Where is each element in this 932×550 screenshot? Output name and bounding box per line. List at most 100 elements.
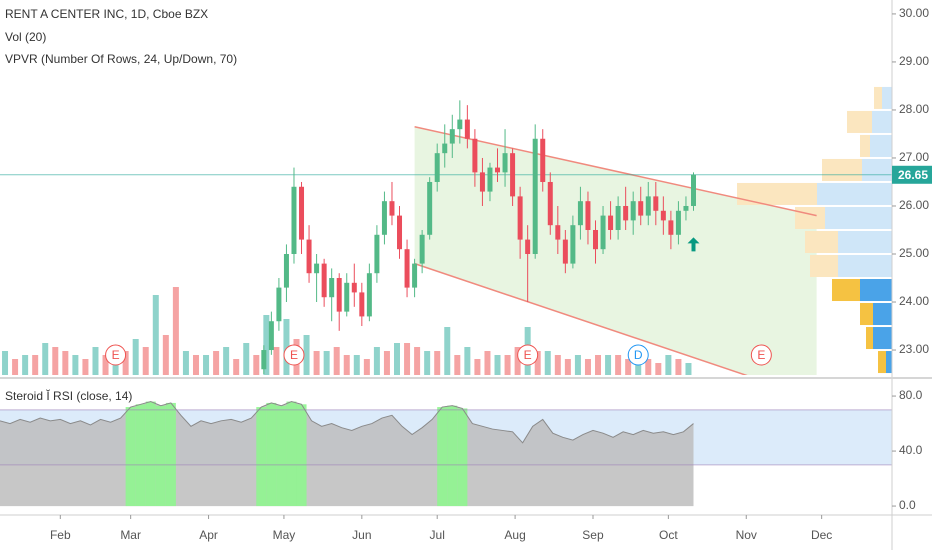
- volume-bar: [685, 363, 692, 375]
- vpvr-up-bar: [886, 351, 892, 374]
- x-tick-label: Aug: [504, 528, 525, 542]
- volume-bar: [484, 351, 491, 375]
- vpvr-down-bar: [832, 279, 860, 302]
- candle-body: [683, 205, 689, 211]
- candle-body: [381, 201, 387, 235]
- volume-bar: [82, 359, 89, 375]
- indicator-label: Vol (20): [5, 30, 46, 44]
- y-tick-label: 40.0: [899, 443, 923, 457]
- rsi-overbought: [266, 402, 277, 507]
- candle-body: [525, 239, 531, 255]
- volume-bar: [544, 351, 551, 375]
- volume-bar: [42, 343, 49, 375]
- vpvr-up-bar: [882, 86, 892, 109]
- volume-bar: [424, 351, 431, 375]
- volume-bar: [72, 355, 79, 375]
- candle-body: [600, 215, 606, 250]
- candle-body: [464, 119, 470, 139]
- candle-body: [540, 138, 546, 182]
- volume-bar: [474, 359, 481, 375]
- rsi-overbought: [296, 404, 307, 507]
- volume-bar: [625, 359, 632, 375]
- candle-body: [532, 138, 538, 255]
- y-tick-label: 80.0: [899, 388, 923, 402]
- event-marker: [105, 344, 127, 366]
- legend: RENT A CENTER INC, 1D, Cboe BZX Vol (20)…: [5, 7, 237, 403]
- volume-bar: [142, 347, 149, 375]
- candle-body: [442, 143, 448, 154]
- vpvr-down-bar: [822, 158, 862, 181]
- x-tick-label: Nov: [736, 528, 757, 542]
- vpvr-up-bar: [817, 182, 892, 205]
- rsi-overbought: [276, 405, 287, 507]
- volume-bar: [102, 355, 109, 375]
- candle-body: [359, 292, 365, 317]
- candle-body: [479, 172, 485, 192]
- volume-bar: [373, 347, 380, 375]
- rsi-overbought: [256, 407, 267, 507]
- vpvr-down-bar: [795, 206, 825, 229]
- rsi-overbought: [125, 407, 136, 507]
- last-price-box: [892, 165, 932, 184]
- event-label: E: [112, 348, 120, 362]
- y-tick-label: 25.00: [899, 246, 929, 260]
- candle-body: [630, 201, 636, 221]
- volume-bar: [273, 347, 280, 375]
- x-tick-label: Feb: [50, 528, 71, 542]
- volume-bar: [233, 359, 240, 375]
- event-label: E: [757, 348, 765, 362]
- vpvr-up-bar: [870, 134, 892, 157]
- vpvr-down-bar: [874, 86, 882, 109]
- x-tick-label: Oct: [659, 528, 678, 542]
- candle-body: [517, 196, 523, 240]
- volume-bar: [383, 351, 390, 375]
- candle-body: [457, 119, 463, 130]
- volume-bar: [313, 351, 320, 375]
- volume-bar: [363, 359, 370, 375]
- y-tick-label: 29.00: [899, 54, 929, 68]
- volume-bar: [323, 351, 330, 375]
- channel-fill: [414, 126, 817, 375]
- vpvr-down-bar: [866, 327, 873, 350]
- candle-body: [404, 249, 410, 288]
- volume-bar: [22, 355, 29, 375]
- volume-bar: [353, 355, 360, 375]
- event-marker: [627, 344, 649, 366]
- event-label: D: [634, 348, 643, 362]
- candle-body: [472, 138, 478, 173]
- volume-bar: [162, 335, 169, 375]
- volume-bar: [454, 355, 461, 375]
- rsi-overbought: [437, 407, 448, 507]
- volume-bar: [253, 355, 260, 375]
- candle-body: [389, 201, 395, 216]
- volume-bar: [635, 359, 642, 375]
- vpvr-down-bar: [860, 303, 873, 326]
- rsi-overbought: [165, 402, 176, 507]
- event-marker: [750, 344, 772, 366]
- candle-body: [668, 220, 674, 235]
- candle-body: [487, 167, 493, 192]
- candle-body: [645, 196, 651, 216]
- candle-body: [608, 215, 614, 230]
- rsi-line: [0, 401, 694, 444]
- x-tick-label: May: [273, 528, 296, 542]
- volume-bar: [52, 347, 59, 375]
- indicator-label: Steroid Ĭ RSI (close, 14): [5, 388, 132, 403]
- candle-body: [276, 287, 282, 322]
- rsi-overbought: [135, 404, 146, 507]
- volume-bar: [645, 359, 652, 375]
- candle-body: [660, 210, 666, 221]
- y-tick-label: 23.00: [899, 342, 929, 356]
- vpvr-up-bar: [873, 303, 892, 326]
- volume-bar: [394, 343, 401, 375]
- x-tick-label: Jul: [430, 528, 445, 542]
- candle-body: [577, 201, 583, 226]
- volume-bar: [12, 359, 19, 375]
- volume-bar: [504, 355, 511, 375]
- volume-bar: [243, 343, 250, 375]
- vpvr-up-bar: [825, 206, 892, 229]
- candle-body: [495, 167, 501, 173]
- y-tick-label: 26.00: [899, 198, 929, 212]
- volume-bar: [32, 355, 39, 375]
